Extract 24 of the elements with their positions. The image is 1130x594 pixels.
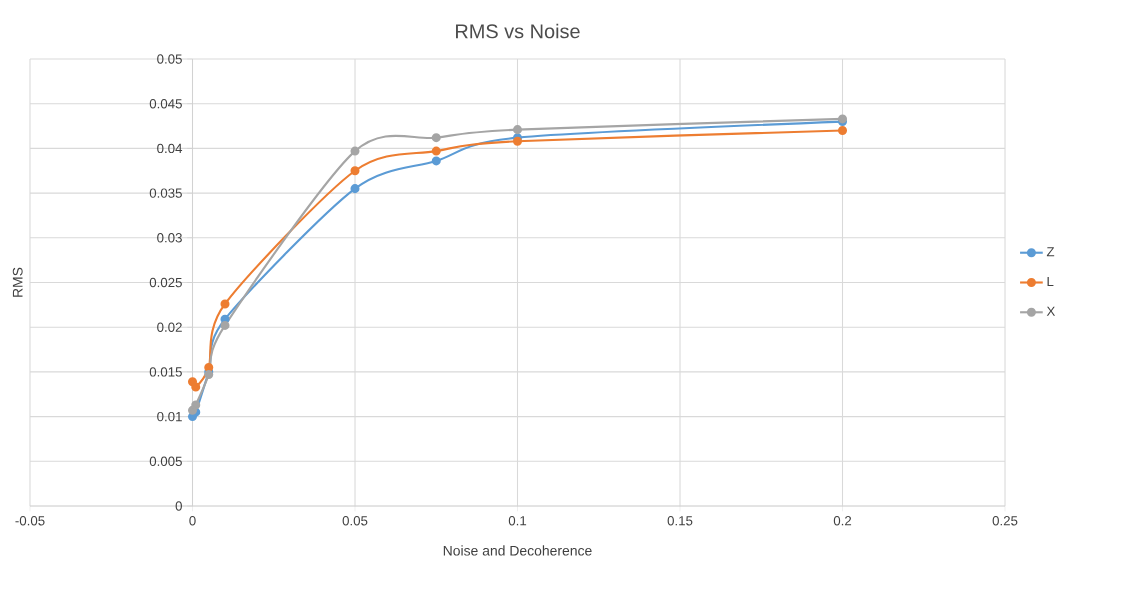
y-tick-label: 0.005 [149, 456, 182, 466]
legend-label: Z [1046, 247, 1055, 257]
y-tick-label: 0.02 [157, 322, 182, 332]
x-tick-label: 0.1 [508, 516, 527, 526]
x-tick-label: 0.15 [667, 516, 693, 526]
y-tick-label: 0.01 [157, 411, 182, 422]
legend-label: X [1046, 306, 1056, 316]
y-tick-label: 0.025 [149, 277, 182, 288]
x-tick-label: 0.05 [342, 516, 368, 526]
y-axis-title: RMS [12, 267, 23, 297]
y-tick-label: 0.045 [149, 99, 182, 109]
y-tick-label: 0.04 [157, 143, 183, 154]
x-tick-label: 0 [189, 516, 196, 526]
x-tick-label: -0.05 [15, 516, 45, 526]
x-tick-label: 0.25 [992, 516, 1018, 526]
legend-label: L [1047, 276, 1054, 287]
x-axis-title: Noise and Decoherence [443, 545, 592, 556]
y-tick-label: 0.035 [149, 188, 182, 198]
y-tick-label: 0 [175, 501, 182, 511]
x-tick-label: 0.2 [833, 516, 852, 526]
y-tick-label: 0.015 [149, 367, 182, 377]
chart-title: RMS vs Noise [456, 23, 580, 39]
y-tick-label: 0.03 [157, 233, 182, 243]
y-tick-label: 0.05 [157, 54, 182, 64]
